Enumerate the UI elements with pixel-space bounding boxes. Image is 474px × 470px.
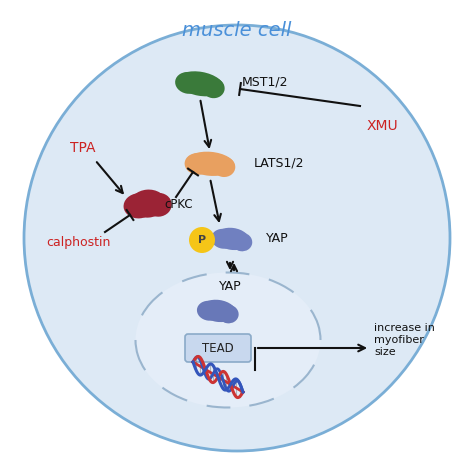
Text: YAP: YAP	[266, 232, 289, 244]
Circle shape	[24, 25, 450, 451]
Text: muscle cell: muscle cell	[182, 21, 292, 39]
Text: TPA: TPA	[70, 141, 96, 155]
Ellipse shape	[215, 228, 249, 250]
Ellipse shape	[186, 152, 235, 176]
Ellipse shape	[130, 189, 166, 218]
Text: calphostin: calphostin	[46, 235, 110, 249]
Circle shape	[189, 227, 215, 253]
Text: LATS1/2: LATS1/2	[254, 157, 304, 170]
Ellipse shape	[211, 229, 236, 249]
Text: cPKC: cPKC	[164, 197, 192, 211]
Text: increase in
myofiber
size: increase in myofiber size	[374, 323, 435, 357]
Ellipse shape	[136, 273, 320, 407]
Ellipse shape	[177, 71, 224, 96]
Ellipse shape	[184, 153, 211, 175]
Text: P: P	[198, 235, 206, 245]
Ellipse shape	[145, 193, 172, 217]
Ellipse shape	[218, 305, 238, 323]
Ellipse shape	[197, 301, 221, 321]
FancyBboxPatch shape	[185, 334, 251, 362]
Ellipse shape	[231, 233, 252, 251]
Ellipse shape	[175, 72, 201, 94]
Ellipse shape	[202, 78, 225, 98]
Text: XMU: XMU	[366, 119, 398, 133]
Ellipse shape	[124, 193, 155, 219]
Ellipse shape	[200, 300, 236, 322]
Text: TEAD: TEAD	[202, 342, 234, 354]
Text: YAP: YAP	[219, 280, 241, 293]
Ellipse shape	[212, 157, 235, 177]
Text: MST1/2: MST1/2	[242, 76, 289, 88]
